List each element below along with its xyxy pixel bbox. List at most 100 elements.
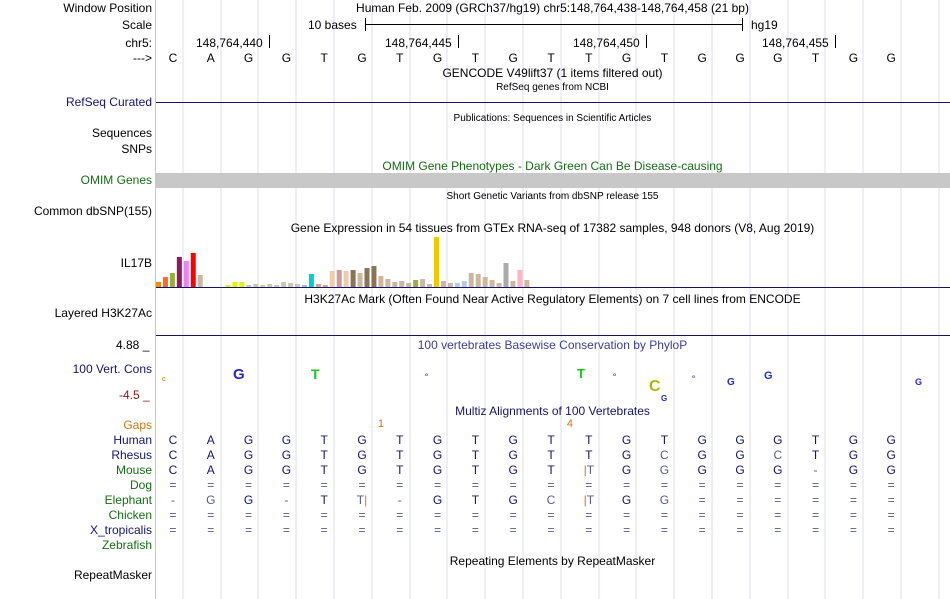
species-label[interactable]: X_tropicalis xyxy=(89,523,152,537)
reference-base: T xyxy=(660,51,669,65)
gtex-bar xyxy=(454,283,460,287)
aligned-base: G xyxy=(848,448,859,462)
gencode-title[interactable]: GENCODE V49lift37 (1 items filtered out) xyxy=(442,66,663,80)
species-label[interactable]: Dog xyxy=(129,478,152,492)
aligned-base: G xyxy=(848,433,859,447)
aligned-base: = xyxy=(812,478,820,492)
aligned-base: = xyxy=(585,508,593,522)
dbsnp-label[interactable]: Common dbSNP(155) xyxy=(33,204,152,218)
species-label[interactable]: Zebrafish xyxy=(101,538,152,552)
omim-label[interactable]: OMIM Genes xyxy=(80,173,152,187)
coord-tick-2 xyxy=(458,35,459,48)
publications-title[interactable]: Publications: Sequences in Scientific Ar… xyxy=(453,113,652,124)
cons-max: 4.88 _ xyxy=(116,338,150,352)
aligned-base: = xyxy=(698,478,706,492)
aligned-base: C xyxy=(168,463,178,477)
gtex-bar xyxy=(190,253,196,287)
sequences-label[interactable]: Sequences xyxy=(91,126,152,140)
gtex-bar xyxy=(447,283,453,287)
species-label[interactable]: Human xyxy=(113,433,152,447)
gtex-bar xyxy=(336,270,342,287)
scale-bar xyxy=(365,24,742,25)
refseq-title[interactable]: RefSeq genes from NCBI xyxy=(496,82,609,93)
h3k27ac-title[interactable]: H3K27Ac Mark (Often Found Near Active Re… xyxy=(304,292,801,306)
coord-2: 148,764,445 xyxy=(385,36,452,50)
scale-bar-start xyxy=(365,18,366,31)
dbsnp-title[interactable]: Short Genetic Variants from dbSNP releas… xyxy=(446,191,659,202)
coord-tick-3 xyxy=(646,35,647,48)
reference-base: G xyxy=(773,51,783,65)
aligned-base: = xyxy=(736,478,744,492)
repeatmasker-label[interactable]: RepeatMasker xyxy=(73,568,152,582)
repeatmasker-title[interactable]: Repeating Elements by RepeatMasker xyxy=(449,554,656,568)
position-text: Human Feb. 2009 (GRCh37/hg19) chr5:148,7… xyxy=(356,1,749,15)
species-label[interactable]: Chicken xyxy=(108,508,152,522)
aligned-base: G xyxy=(243,448,254,462)
gtex-bar xyxy=(246,285,252,287)
reference-base: A xyxy=(206,51,215,65)
aligned-base: = xyxy=(774,523,782,537)
aligned-base: G xyxy=(735,463,745,477)
aligned-base: G xyxy=(432,433,443,447)
aligned-base: = xyxy=(887,493,895,507)
gtex-bar xyxy=(315,284,321,287)
gtex-bar xyxy=(440,281,446,287)
aligned-base: = xyxy=(849,523,857,537)
phylop-logo[interactable]: C G T G T G C G G G G G xyxy=(155,362,950,406)
aligned-base: = xyxy=(245,523,253,537)
gtex-bar-chart[interactable] xyxy=(155,236,950,288)
aligned-base: G xyxy=(206,493,216,507)
aligned-base: = xyxy=(660,523,668,537)
reference-base: G xyxy=(621,51,632,65)
coord-3: 148,764,450 xyxy=(573,36,640,50)
gtex-bar xyxy=(420,279,426,287)
aligned-base: G xyxy=(886,463,896,477)
refseq-label[interactable]: RefSeq Curated xyxy=(65,95,152,109)
aligned-base: = xyxy=(169,523,177,537)
aligned-base: G xyxy=(281,448,292,462)
gap-count: 4 xyxy=(566,418,573,430)
gtex-title[interactable]: Gene Expression in 54 tissues from GTEx … xyxy=(290,221,815,235)
species-label[interactable]: Mouse xyxy=(115,463,152,477)
gtex-bar xyxy=(413,280,419,287)
phylop-letters: C G T G T G C G G G G G xyxy=(162,366,922,403)
gaps-label[interactable]: Gaps xyxy=(123,418,152,432)
aligned-base: = xyxy=(509,508,517,522)
h3k27ac-label[interactable]: Layered H3K27Ac xyxy=(54,306,152,320)
gtex-label[interactable]: IL17B xyxy=(120,256,152,270)
aligned-base: = xyxy=(358,478,366,492)
phylop-title[interactable]: 100 vertebrates Basewise Conservation by… xyxy=(417,338,688,352)
refseq-line[interactable] xyxy=(156,102,950,103)
cons-label[interactable]: 100 Vert. Cons xyxy=(72,362,152,376)
aligned-base: |T xyxy=(583,463,595,477)
coord-tick-1 xyxy=(269,35,270,48)
aligned-base: G xyxy=(432,463,443,477)
gtex-bar xyxy=(267,284,273,287)
aligned-base: = xyxy=(471,523,479,537)
aligned-base: = xyxy=(698,523,706,537)
gtex-bar xyxy=(468,273,474,287)
omim-bar[interactable] xyxy=(156,173,950,188)
gtex-bar xyxy=(308,274,314,287)
aligned-base: G xyxy=(697,463,707,477)
phylop-letter-3: T xyxy=(311,366,320,382)
aligned-base: |T xyxy=(583,493,595,507)
omim-title[interactable]: OMIM Gene Phenotypes - Dark Green Can Be… xyxy=(382,159,723,173)
aligned-base: G xyxy=(886,448,896,462)
aligned-base: T xyxy=(471,493,480,507)
aligned-base: = xyxy=(320,523,328,537)
species-label[interactable]: Rhesus xyxy=(111,448,152,462)
aligned-base: G xyxy=(243,463,254,477)
aligned-base: = xyxy=(282,478,290,492)
multiz-title[interactable]: Multiz Alignments of 100 Vertebrates xyxy=(455,404,650,418)
base-grid-lines xyxy=(182,0,940,599)
snps-label[interactable]: SNPs xyxy=(121,142,152,156)
aligned-base: = xyxy=(736,493,744,507)
reference-base: G xyxy=(281,51,292,65)
gtex-bar xyxy=(253,284,259,287)
aligned-base: = xyxy=(434,478,442,492)
aligned-base: = xyxy=(396,478,404,492)
aligned-base: G xyxy=(621,493,632,507)
species-label[interactable]: Elephant xyxy=(104,493,152,507)
aligned-base: = xyxy=(245,478,253,492)
